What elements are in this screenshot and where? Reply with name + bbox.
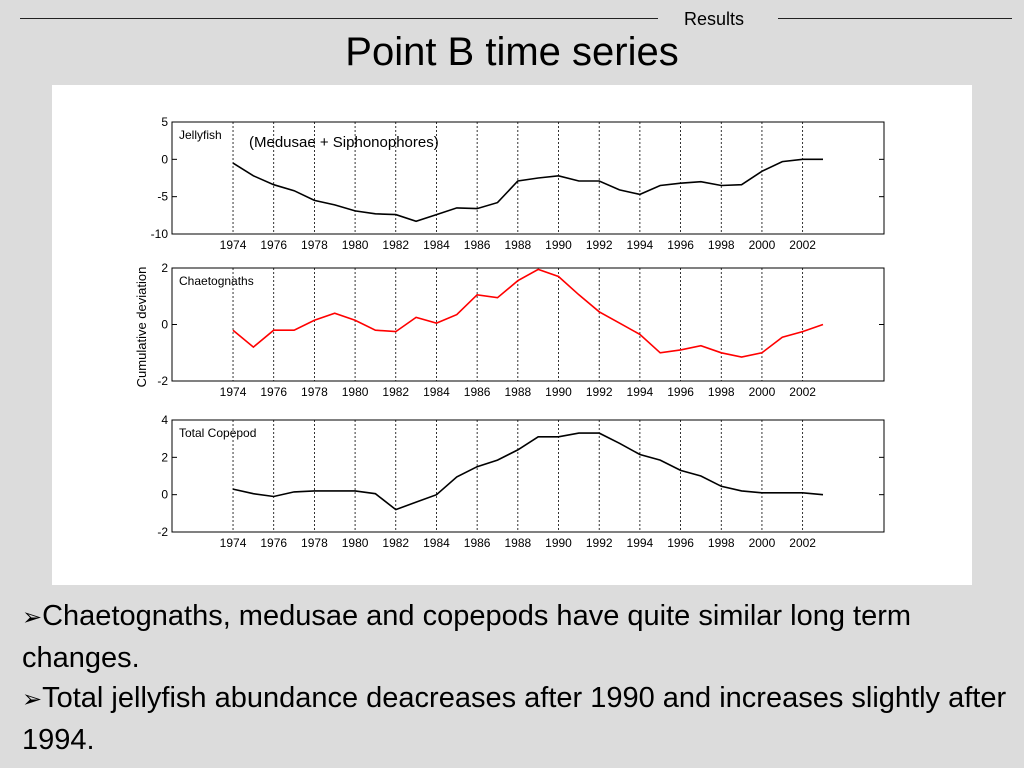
- time-series-charts: 1974 1976 1978 1980 1982 1984 1986 1988 1990 1992…: [134, 115, 885, 550]
- x-tick-label: 1992: [586, 385, 613, 399]
- slide-title: Point B time series: [345, 30, 679, 74]
- bullet-item: ➢Chaetognaths, medusae and copepods have…: [22, 596, 1012, 678]
- x-tick-label: 1986: [464, 385, 491, 399]
- x-tick-label: 1974: [220, 536, 247, 550]
- x-tick-label: 1974: [220, 238, 247, 252]
- bullet-text: Total jellyfish abundance deacreases aft…: [22, 682, 1007, 756]
- x-tick-label: 2002: [789, 238, 816, 252]
- x-tick-label: 1982: [382, 238, 409, 252]
- x-tick-label: 2002: [789, 385, 816, 399]
- panel-label: Chaetognaths: [179, 274, 254, 288]
- x-tick-label: 2000: [749, 536, 776, 550]
- y-tick-label: 4: [161, 413, 168, 427]
- plot-frame: [171, 267, 885, 382]
- x-tick-label: 1976: [260, 536, 287, 550]
- x-tick-label: 1986: [464, 536, 491, 550]
- panel-label: Jellyfish: [179, 128, 222, 142]
- y-tick-label: -2: [157, 374, 168, 388]
- y-tick-label: 0: [161, 318, 168, 332]
- y-tick-label: 5: [161, 115, 168, 129]
- x-tick-label: 1990: [545, 238, 572, 252]
- y-tick-label: 2: [161, 450, 168, 464]
- y-tick-label: 0: [161, 488, 168, 502]
- x-tick-label: 1978: [301, 536, 328, 550]
- y-tick-label: -10: [151, 227, 169, 241]
- x-tick-label: 1996: [667, 385, 694, 399]
- x-tick-label: 1994: [627, 536, 654, 550]
- panel-annotation: (Medusae + Siphonophores): [249, 134, 439, 151]
- x-tick-label: 1998: [708, 238, 735, 252]
- x-tick-label: 1994: [627, 238, 654, 252]
- x-tick-label: 1986: [464, 238, 491, 252]
- x-tick-label: 1976: [260, 385, 287, 399]
- y-tick-label: -2: [157, 525, 168, 539]
- y-tick-label: 0: [161, 152, 168, 166]
- x-tick-label: 1974: [220, 385, 247, 399]
- shared-y-axis-label: Cumulative deviation: [134, 267, 149, 388]
- x-tick-label: 2002: [789, 536, 816, 550]
- header-rule-left: [20, 18, 658, 19]
- x-tick-label: 1990: [545, 536, 572, 550]
- x-tick-label: 1976: [260, 238, 287, 252]
- series-line: [232, 268, 824, 358]
- series-line: [232, 432, 824, 511]
- x-tick-label: 2000: [749, 238, 776, 252]
- series-line: [232, 158, 823, 223]
- x-tick-label: 1998: [708, 385, 735, 399]
- time-series-figure: 1974 1976 1978 1980 1982 1984 1986 1988 1990 1992…: [52, 85, 972, 585]
- x-tick-label: 1984: [423, 536, 450, 550]
- x-tick-label: 1978: [301, 238, 328, 252]
- x-tick-label: 1980: [342, 536, 369, 550]
- bullet-item: ➢Total jellyfish abundance deacreases af…: [22, 678, 1012, 760]
- x-tick-label: 1982: [382, 385, 409, 399]
- x-tick-label: 1992: [586, 536, 613, 550]
- x-tick-label: 1980: [342, 385, 369, 399]
- x-tick-label: 1984: [423, 238, 450, 252]
- x-tick-label: 1998: [708, 536, 735, 550]
- panel-label: Total Copepod: [179, 426, 256, 440]
- x-tick-label: 1990: [545, 385, 572, 399]
- arrow-bullet-icon: ➢: [22, 604, 43, 631]
- bullet-text: Chaetognaths, medusae and copepods have …: [22, 600, 912, 674]
- x-tick-label: 1980: [342, 238, 369, 252]
- y-tick-label: 2: [161, 261, 168, 275]
- header-rule-right: [778, 18, 1012, 19]
- x-tick-label: 1988: [504, 536, 531, 550]
- x-tick-label: 1992: [586, 238, 613, 252]
- bullet-list: ➢Chaetognaths, medusae and copepods have…: [22, 596, 1012, 760]
- x-tick-label: 1988: [504, 385, 531, 399]
- y-tick-label: -5: [157, 190, 168, 204]
- arrow-bullet-icon: ➢: [22, 686, 43, 713]
- x-tick-label: 1988: [504, 238, 531, 252]
- x-tick-label: 1994: [627, 385, 654, 399]
- x-tick-label: 2000: [749, 385, 776, 399]
- x-tick-label: 1996: [667, 536, 694, 550]
- x-tick-label: 1978: [301, 385, 328, 399]
- x-tick-label: 1982: [382, 536, 409, 550]
- x-tick-label: 1996: [667, 238, 694, 252]
- x-tick-label: 1984: [423, 385, 450, 399]
- plot-frame: [171, 121, 885, 235]
- section-label: Results: [684, 9, 745, 29]
- plot-frame: [171, 419, 885, 533]
